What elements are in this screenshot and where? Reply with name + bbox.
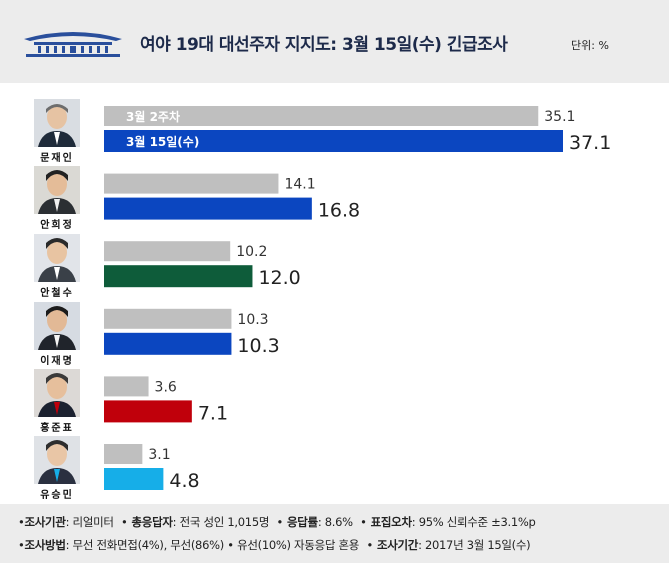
candidate-photo-4 [34,302,80,350]
bar-previous [104,444,143,464]
info-value: 8.6% [324,515,353,529]
candidate-photo-3 [34,234,80,282]
value-label-previous: 3.6 [155,379,177,395]
candidate-photo-1 [34,99,80,147]
info-key: 조사기간 [376,538,419,552]
value-label-current: 37.1 [569,132,611,154]
candidate-name: 안철수 [40,288,74,299]
survey-info-footer: •조사기관: 리얼미터 • 총응답자: 전국 성인 1,015명 • 응답률: 8.… [0,504,669,563]
header-band: 여야 19대 대선주자 지지도: 3월 15일(수) 긴급조사 단위: % [0,0,669,83]
value-label-current: 16.8 [318,200,360,222]
value-label-previous: 35.1 [544,109,575,125]
info-key: 조사방법 [24,538,66,552]
unit-label: 단위: % [571,39,609,52]
info-value: 무선 전화면접(4%), 무선(86%) • 유선(10%) 자동응답 혼용 [72,538,360,552]
bar-current [104,265,253,288]
blue-house-logo-icon [24,32,122,57]
bar-current [104,400,192,423]
value-label-previous: 10.2 [236,244,267,260]
chart-title: 여야 19대 대선주자 지지도: 3월 15일(수) 긴급조사 [140,35,508,55]
info-key: 표집오차 [370,515,412,529]
candidate-photo-6 [34,436,80,484]
value-label-current: 4.8 [169,470,199,492]
bar-chart: 35.1 37.1 3월 2주차 3월 15일(수) 14.116.8 10.2 12.0 1… [104,106,611,492]
info-key: 총응답자 [131,515,173,529]
value-label-current: 7.1 [198,402,228,424]
candidate-name: 홍준표 [40,423,74,434]
info-value: 95% 신뢰수준 ±3.1%p [418,515,536,529]
candidate-photo-2 [34,166,80,214]
bar-previous [104,376,149,397]
info-key: 응답률 [286,515,318,529]
bar-previous [104,241,231,262]
candidate-name: 이재명 [40,356,74,367]
bar-current [104,130,563,152]
bar-current [104,468,164,490]
bar-previous [104,308,232,329]
value-label-previous: 3.1 [148,447,170,463]
info-key: 조사기관 [24,515,66,529]
value-label-current: 12.0 [258,267,300,289]
value-label-previous: 14.1 [284,177,315,193]
survey-info-line-2: •조사방법: 무선 전화면접(4%), 무선(86%) • 유선(10%) 자동… [18,538,531,552]
bar-current [104,197,312,220]
candidate-photo-5 [34,369,80,417]
survey-info-line-1: •조사기관: 리얼미터 • 총응답자: 전국 성인 1,015명 • 응답률: 8.… [18,515,536,529]
value-label-previous: 10.3 [237,312,268,328]
candidate-name: 문재인 [40,153,74,164]
value-label-current: 10.3 [237,335,279,357]
info-value: 2017년 3월 15일(수) [425,538,531,552]
bar-previous [104,173,279,194]
info-value: 전국 성인 1,015명 [179,515,270,529]
series-label-current: 3월 15일(수) [126,134,199,149]
bar-current [104,332,232,355]
series-label-previous: 3월 2주차 [126,109,180,124]
bar-previous [104,106,539,126]
info-value: 리얼미터 [72,515,114,529]
candidate-name: 유승민 [40,490,74,501]
candidate-name: 안희정 [40,220,74,231]
